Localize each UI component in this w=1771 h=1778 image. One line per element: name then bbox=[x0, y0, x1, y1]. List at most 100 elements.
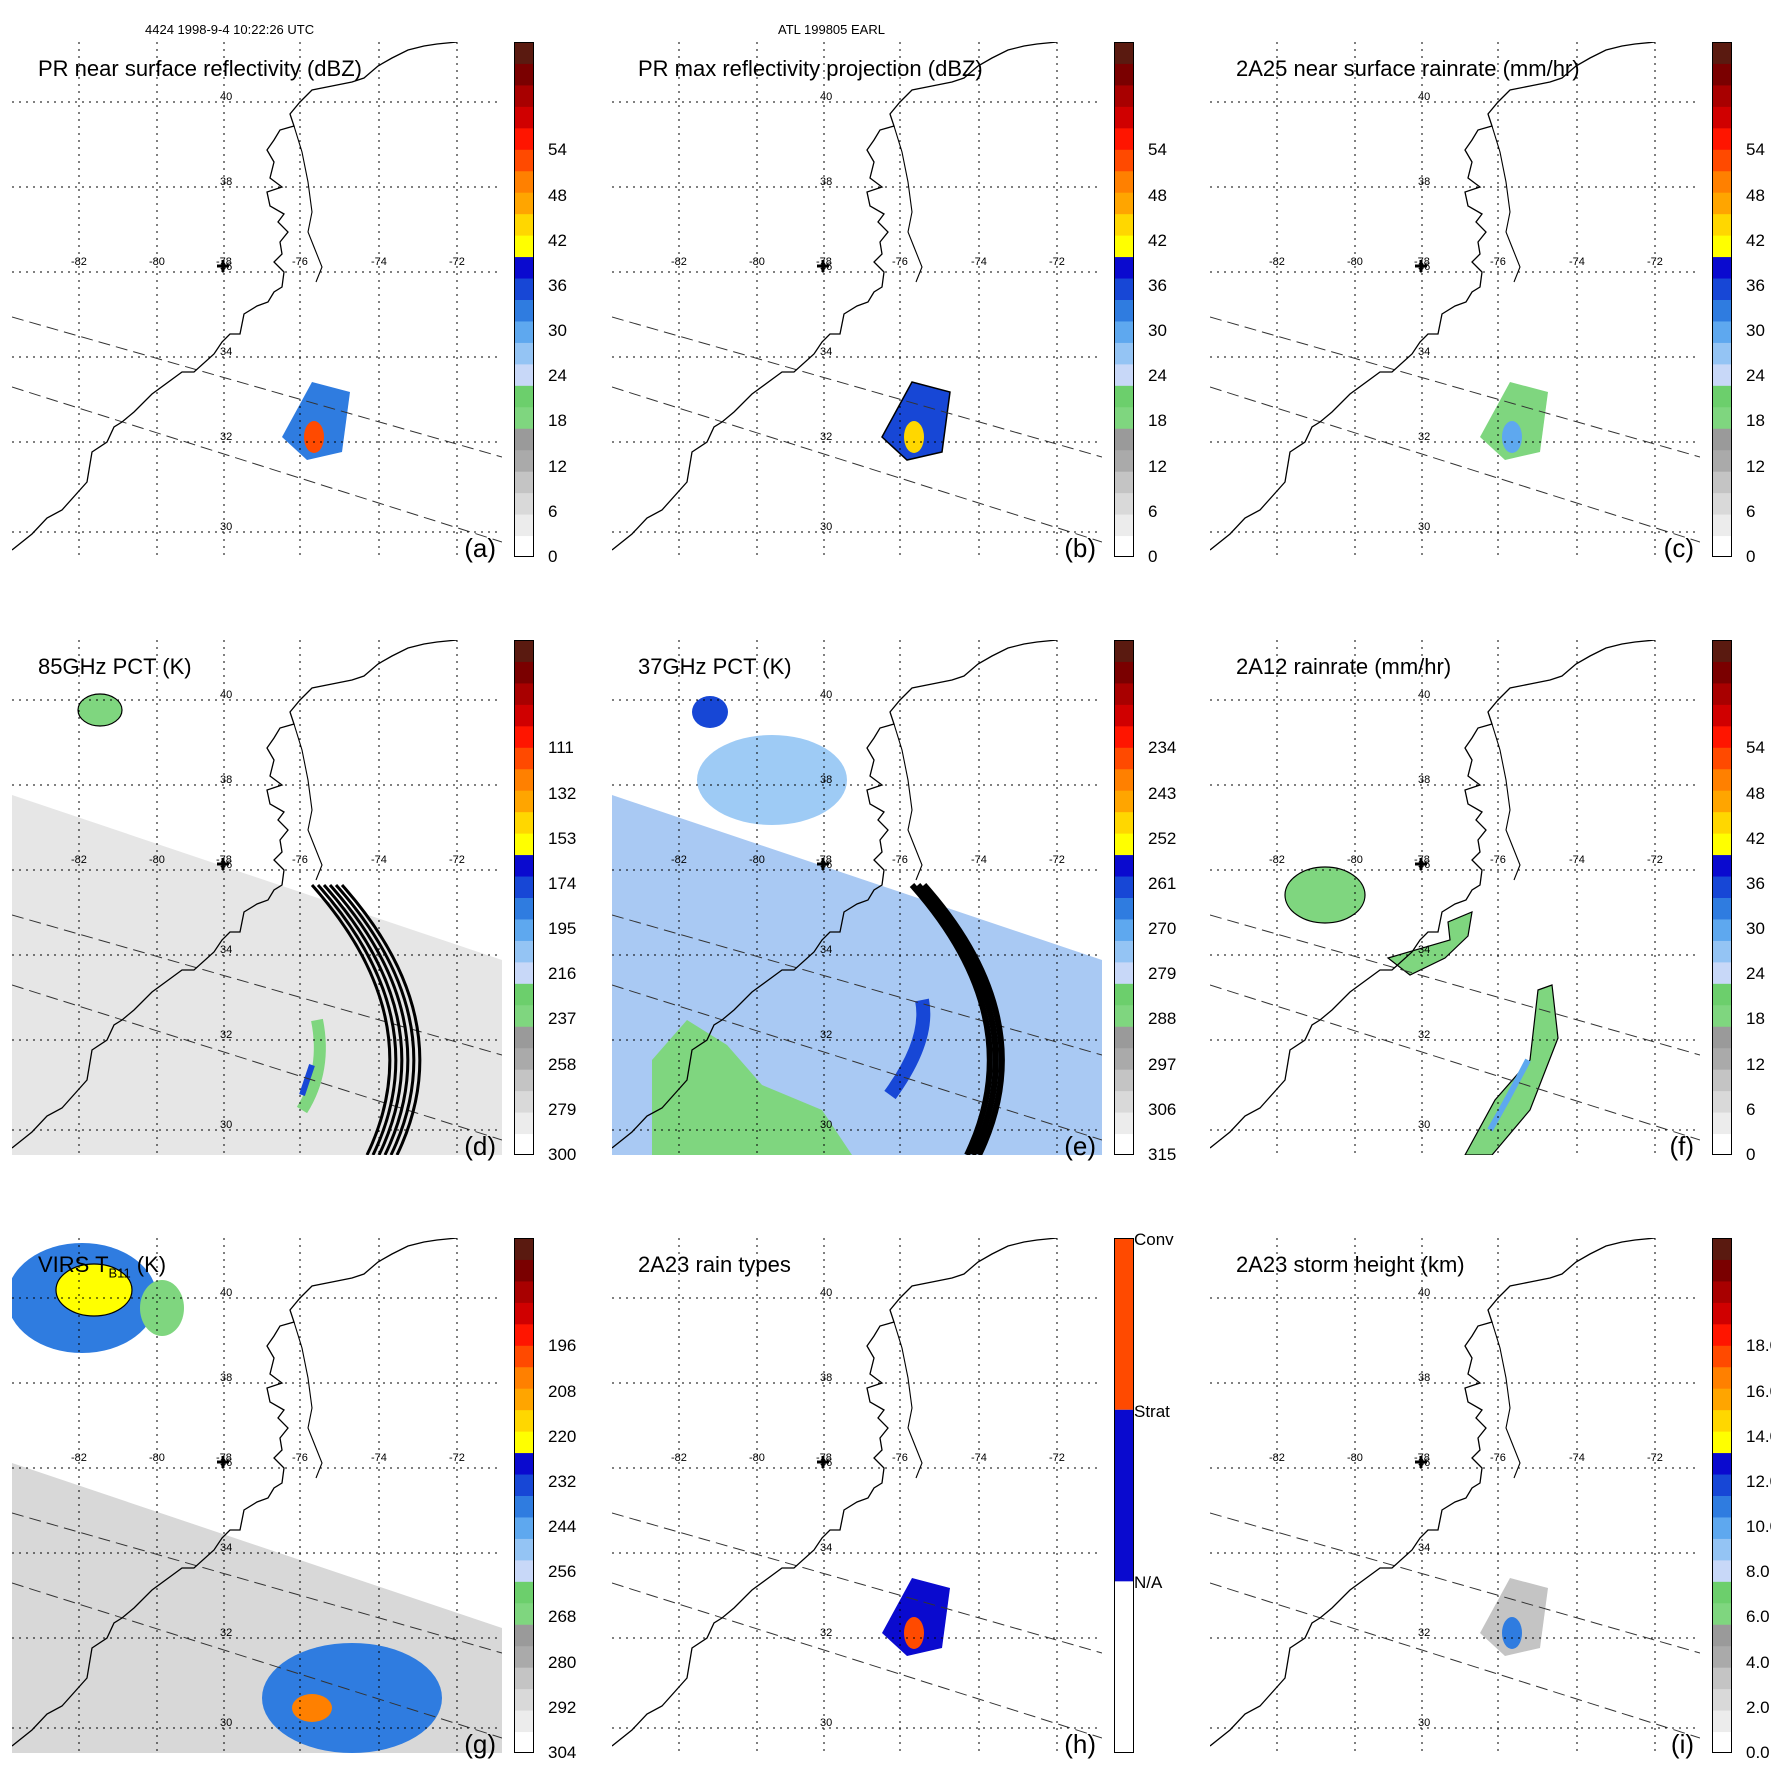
colorbar-tick: 216 bbox=[548, 964, 577, 984]
panel-i: -82 -80 -78 -76 -74 -72 40 38 36 34 32 30 2A23 storm… bbox=[1210, 1238, 1700, 1778]
panel-a: -82 -80 -78 -76 -74 -72 40 38 36 34 32 30 PR near su… bbox=[12, 42, 502, 582]
colorbar-segment bbox=[1712, 1047, 1732, 1070]
colorbar-c bbox=[1712, 42, 1732, 557]
rain-band-core-f bbox=[1487, 1058, 1531, 1132]
title-unit: (K) bbox=[130, 1252, 167, 1277]
lon-label: -80 bbox=[749, 1452, 765, 1464]
colorbar-tick: 220 bbox=[548, 1426, 577, 1446]
panel-label: (e) bbox=[1064, 1131, 1096, 1161]
map-b: -82 -80 -78 -76 -74 -72 40 38 36 34 32 30 bbox=[612, 42, 1102, 557]
colorbar-segment bbox=[514, 299, 534, 322]
colorbar-tick: 16.0 bbox=[1746, 1381, 1771, 1401]
colorbar-segment bbox=[1712, 1388, 1732, 1411]
panel-title: 85GHz PCT (K) bbox=[38, 654, 192, 679]
colorbar-segment bbox=[1712, 299, 1732, 322]
lon-label: -82 bbox=[1269, 256, 1285, 268]
colorbar-tick: 8.0 bbox=[1746, 1562, 1770, 1582]
bay-coastline bbox=[1491, 125, 1521, 283]
colorbar-segment bbox=[1114, 106, 1134, 129]
colorbar-segment bbox=[1712, 1004, 1732, 1027]
orbit-info: 4424 1998-9-4 10:22:26 UTC bbox=[145, 22, 315, 37]
coastline bbox=[12, 640, 458, 1149]
colorbar-segment bbox=[1114, 149, 1134, 172]
colorbar-tick: 48 bbox=[1148, 185, 1167, 205]
lat-label: 34 bbox=[220, 944, 232, 956]
colorbar-segment bbox=[1114, 682, 1134, 705]
cold-area-e bbox=[697, 735, 847, 825]
swath-edge-lower bbox=[1210, 1582, 1700, 1739]
map-d: -82 -80 -78 -76 -74 -72 40 38 36 34 32 30 bbox=[12, 640, 502, 1155]
colorbar-tick: 54 bbox=[1746, 140, 1765, 160]
colorbar-segment bbox=[514, 1047, 534, 1070]
scan-ring-0 bbox=[909, 883, 993, 1155]
lon-label: -82 bbox=[671, 1452, 687, 1464]
colorbar-segment bbox=[1712, 235, 1732, 258]
lon-label: -76 bbox=[292, 256, 308, 268]
colorbar-segment bbox=[1712, 1133, 1732, 1155]
colorbar-tick: 14.0 bbox=[1746, 1426, 1771, 1446]
radar-site-marker bbox=[217, 858, 229, 870]
panel-label: (a) bbox=[464, 533, 496, 563]
colorbar-i bbox=[1712, 1238, 1732, 1753]
bay-coastline bbox=[1491, 1321, 1521, 1479]
colorbar-segment bbox=[1114, 342, 1134, 365]
panel-g: -82 -80 -78 -76 -74 -72 40 38 36 34 32 30 VIRS TB11 … bbox=[12, 1238, 502, 1778]
colorbar-segment bbox=[1114, 278, 1134, 300]
colorbar-segment bbox=[1712, 747, 1732, 770]
lon-label: -80 bbox=[1347, 854, 1363, 866]
colorbar-segment bbox=[1712, 983, 1732, 1006]
lon-label: -82 bbox=[1269, 1452, 1285, 1464]
swath-edge-upper bbox=[12, 316, 502, 458]
lat-label: 30 bbox=[820, 1119, 832, 1131]
colorbar-frame bbox=[1114, 640, 1134, 1155]
lon-label: -78 bbox=[216, 854, 232, 866]
lon-label: -78 bbox=[816, 854, 832, 866]
lat-label: 32 bbox=[220, 1627, 232, 1639]
colorbar-segment bbox=[1114, 428, 1134, 451]
storm-core-i bbox=[1502, 1617, 1522, 1649]
lat-label: 40 bbox=[820, 91, 832, 103]
colorbar-tick: 48 bbox=[1746, 185, 1765, 205]
colorbar-segment bbox=[514, 1409, 534, 1432]
colorbar-tick: 18 bbox=[1746, 1009, 1765, 1029]
lon-label: -72 bbox=[1049, 256, 1065, 268]
lon-label: -78 bbox=[1414, 854, 1430, 866]
panel-c: -82 -80 -78 -76 -74 -72 40 38 36 34 32 30 2A25 near … bbox=[1210, 42, 1700, 582]
colorbar-segment bbox=[1712, 428, 1732, 451]
colorbar-segment bbox=[1114, 1409, 1134, 1582]
lon-label: -76 bbox=[892, 854, 908, 866]
colorbar-tick: 292 bbox=[548, 1697, 577, 1717]
scan-ring-2 bbox=[322, 884, 404, 1155]
colorbar-frame bbox=[1114, 1238, 1134, 1753]
lat-label: 34 bbox=[220, 346, 232, 358]
lat-label: 40 bbox=[220, 91, 232, 103]
colorbar-tick: 10.0 bbox=[1746, 1517, 1771, 1537]
lon-label: -80 bbox=[749, 854, 765, 866]
lat-label: 32 bbox=[1418, 431, 1430, 443]
colorbar-segment bbox=[514, 1667, 534, 1690]
colorbar-segment bbox=[514, 1026, 534, 1049]
colorbar-tick: 18 bbox=[1746, 411, 1765, 431]
colorbar-tick: 48 bbox=[1746, 783, 1765, 803]
colorbar-segment bbox=[514, 1495, 534, 1518]
colorbar-segment bbox=[514, 535, 534, 557]
colorbar-segment bbox=[514, 833, 534, 856]
colorbar-segment bbox=[1712, 1474, 1732, 1496]
lat-label: 32 bbox=[820, 431, 832, 443]
lon-label: -80 bbox=[149, 256, 165, 268]
colorbar-segment bbox=[1114, 320, 1134, 343]
colorbar-d bbox=[514, 640, 534, 1155]
colorbar-segment bbox=[514, 961, 534, 984]
colorbar-tick: 30 bbox=[1746, 919, 1765, 939]
colorbar-segment bbox=[514, 1345, 534, 1368]
panel-label: (i) bbox=[1670, 1729, 1694, 1759]
lon-label: -76 bbox=[892, 256, 908, 268]
colorbar-tick: 18.0 bbox=[1746, 1336, 1771, 1356]
colorbar-tick: 306 bbox=[1148, 1099, 1177, 1119]
colorbar-segment bbox=[514, 471, 534, 494]
colorbar-segment bbox=[1712, 127, 1732, 150]
bay-coastline bbox=[893, 1321, 923, 1479]
colorbar-segment bbox=[1114, 127, 1134, 150]
storm-patch-b bbox=[881, 381, 951, 461]
panel-label: (h) bbox=[1064, 1729, 1096, 1759]
